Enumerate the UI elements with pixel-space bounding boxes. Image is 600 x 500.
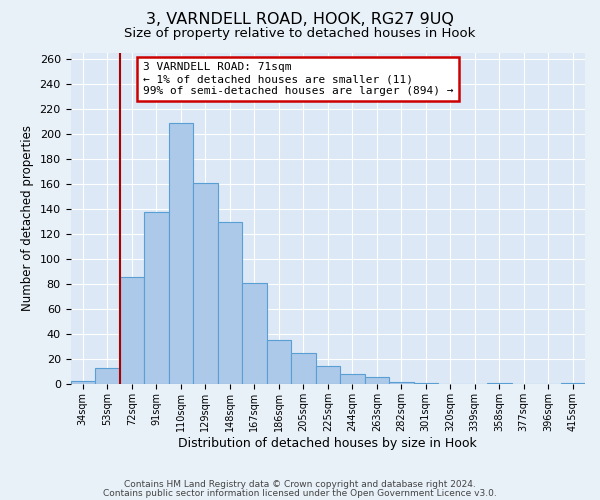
Bar [71,380,95,384]
Bar [193,182,218,384]
Bar [316,366,340,384]
Bar [365,377,389,384]
Bar [95,368,119,384]
Y-axis label: Number of detached properties: Number of detached properties [21,126,34,312]
Bar [169,122,193,384]
Text: Contains public sector information licensed under the Open Government Licence v3: Contains public sector information licen… [103,488,497,498]
Bar [291,353,316,384]
Bar [560,383,585,384]
Bar [119,276,144,384]
Bar [389,382,413,384]
Bar [266,340,291,384]
Bar [413,383,438,384]
Text: 3, VARNDELL ROAD, HOOK, RG27 9UQ: 3, VARNDELL ROAD, HOOK, RG27 9UQ [146,12,454,28]
Text: Contains HM Land Registry data © Crown copyright and database right 2024.: Contains HM Land Registry data © Crown c… [124,480,476,489]
X-axis label: Distribution of detached houses by size in Hook: Distribution of detached houses by size … [178,437,477,450]
Bar [144,212,169,384]
Text: 3 VARNDELL ROAD: 71sqm
← 1% of detached houses are smaller (11)
99% of semi-deta: 3 VARNDELL ROAD: 71sqm ← 1% of detached … [143,62,453,96]
Text: Size of property relative to detached houses in Hook: Size of property relative to detached ho… [124,28,476,40]
Bar [218,222,242,384]
Bar [340,374,365,384]
Bar [487,383,512,384]
Bar [242,283,266,384]
